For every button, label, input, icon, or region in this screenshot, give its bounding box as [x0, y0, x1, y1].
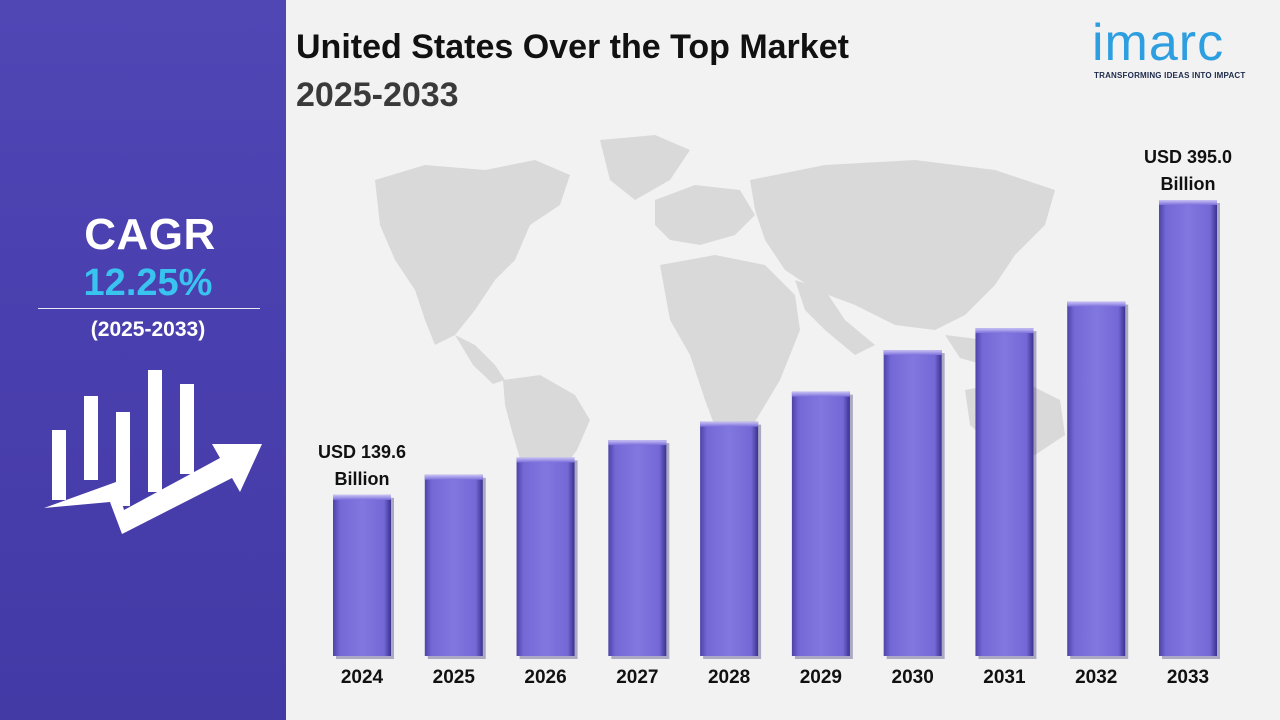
x-tick-2030: 2030 — [892, 667, 934, 688]
x-tick-2031: 2031 — [983, 667, 1026, 688]
bar-2032 — [1067, 301, 1129, 659]
cagr-period: (2025-2033) — [90, 318, 206, 341]
value-unit-label-2033: Billion — [1161, 174, 1216, 194]
bar-2029 — [791, 391, 853, 659]
divider — [38, 308, 260, 309]
x-tick-2028: 2028 — [708, 667, 750, 688]
x-tick-2026: 2026 — [524, 667, 566, 688]
value-unit-label-2024: Billion — [335, 469, 390, 489]
x-tick-2025: 2025 — [433, 667, 476, 688]
logo-wordmark: imarc — [1092, 14, 1225, 72]
cagr-sidebar: CAGR 12.25% (2025-2033) — [0, 0, 286, 720]
cagr-value: 12.25% — [83, 262, 213, 304]
x-tick-2032: 2032 — [1075, 667, 1117, 688]
bar-2024 — [333, 494, 394, 659]
bar-2030 — [883, 350, 945, 659]
value-label-2024: USD 139.6 — [318, 442, 406, 462]
cagr-label: CAGR — [84, 210, 216, 259]
bar-2031 — [975, 328, 1037, 659]
bar-2027 — [608, 440, 670, 659]
x-tick-2033: 2033 — [1167, 667, 1209, 688]
growth-chart-icon — [44, 370, 262, 534]
value-label-2033: USD 395.0 — [1144, 147, 1232, 167]
chart-subtitle: 2025-2033 — [296, 76, 459, 114]
chart-title: United States Over the Top Market — [296, 28, 849, 66]
x-tick-2029: 2029 — [800, 667, 842, 688]
bar-2025 — [424, 474, 486, 659]
bar-2033 — [1159, 200, 1220, 659]
x-tick-2027: 2027 — [616, 667, 658, 688]
imarc-logo: imarc TRANSFORMING IDEAS INTO IMPACT — [1092, 14, 1264, 84]
bar-2026 — [516, 457, 578, 659]
logo-tagline: TRANSFORMING IDEAS INTO IMPACT — [1094, 71, 1246, 80]
x-tick-2024: 2024 — [341, 667, 384, 688]
bar-2028 — [700, 421, 762, 659]
